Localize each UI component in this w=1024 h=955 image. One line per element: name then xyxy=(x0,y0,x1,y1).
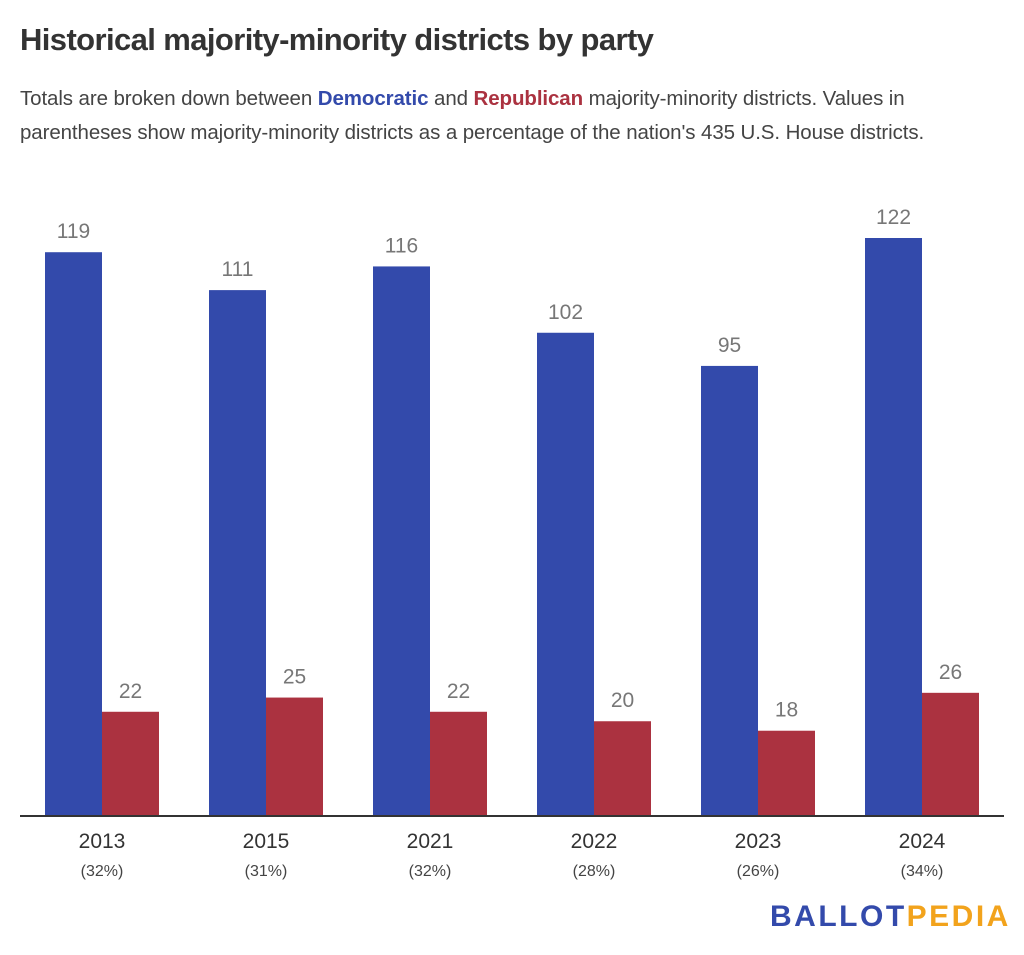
bar-republican-2013 xyxy=(102,711,159,816)
percent-label-2015: (31%) xyxy=(245,863,288,880)
subtitle-text: majority-minority districts. Values in p… xyxy=(20,87,925,144)
value-label-democratic-2024: 122 xyxy=(876,206,911,229)
percent-label-2022: (28%) xyxy=(573,863,616,880)
percent-label-2021: (32%) xyxy=(409,863,452,880)
bar-democratic-2022 xyxy=(537,332,594,816)
bar-democratic-2015 xyxy=(209,290,266,816)
value-label-republican-2013: 22 xyxy=(119,680,142,703)
bar-republican-2015 xyxy=(266,697,323,816)
value-label-democratic-2015: 111 xyxy=(222,258,254,281)
value-label-republican-2022: 20 xyxy=(611,689,634,712)
bar-republican-2024 xyxy=(922,692,979,816)
labels-layer: 119 22 2013 (32%) 111 25 2015 (31%) 116 22 2021 (32… xyxy=(57,206,962,880)
logo-pedia: PEDIA xyxy=(906,900,1011,933)
logo-ballot: BALLOT xyxy=(770,900,907,933)
category-label-2015: 2015 xyxy=(243,830,290,853)
bar-democratic-2024 xyxy=(865,238,922,816)
chart-subtitle: Totals are broken down between Democrati… xyxy=(20,82,1010,150)
bar-chart: 119 22 2013 (32%) 111 25 2015 (31%) 116 22 2021 (32… xyxy=(20,206,1004,880)
bar-republican-2023 xyxy=(758,730,815,816)
value-label-democratic-2021: 116 xyxy=(385,234,418,257)
percent-label-2013: (32%) xyxy=(81,863,124,880)
bars-layer xyxy=(45,238,979,816)
value-label-republican-2021: 22 xyxy=(447,680,470,703)
category-label-2023: 2023 xyxy=(735,830,782,853)
value-label-democratic-2023: 95 xyxy=(718,334,741,357)
value-label-republican-2023: 18 xyxy=(775,699,798,722)
value-label-democratic-2013: 119 xyxy=(57,220,90,243)
ballotpedia-logo: BALLOTPEDIA xyxy=(770,900,1011,934)
bar-democratic-2013 xyxy=(45,252,102,816)
bar-republican-2022 xyxy=(594,721,651,816)
bar-republican-2021 xyxy=(430,711,487,816)
value-label-democratic-2022: 102 xyxy=(548,301,583,324)
chart-title: Historical majority-minority districts b… xyxy=(20,22,654,57)
subtitle-text: and xyxy=(428,87,474,110)
category-label-2024: 2024 xyxy=(899,830,946,853)
percent-label-2024: (34%) xyxy=(901,863,944,880)
percent-label-2023: (26%) xyxy=(737,863,780,880)
bar-democratic-2021 xyxy=(373,266,430,816)
category-label-2022: 2022 xyxy=(571,830,618,853)
subtitle-text: Totals are broken down between xyxy=(20,87,318,110)
category-label-2021: 2021 xyxy=(407,830,454,853)
value-label-republican-2015: 25 xyxy=(283,666,306,689)
category-label-2013: 2013 xyxy=(79,830,126,853)
subtitle-democratic: Democratic xyxy=(317,87,429,110)
bar-democratic-2023 xyxy=(701,365,758,816)
subtitle-republican: Republican xyxy=(473,87,584,110)
value-label-republican-2024: 26 xyxy=(939,661,962,684)
